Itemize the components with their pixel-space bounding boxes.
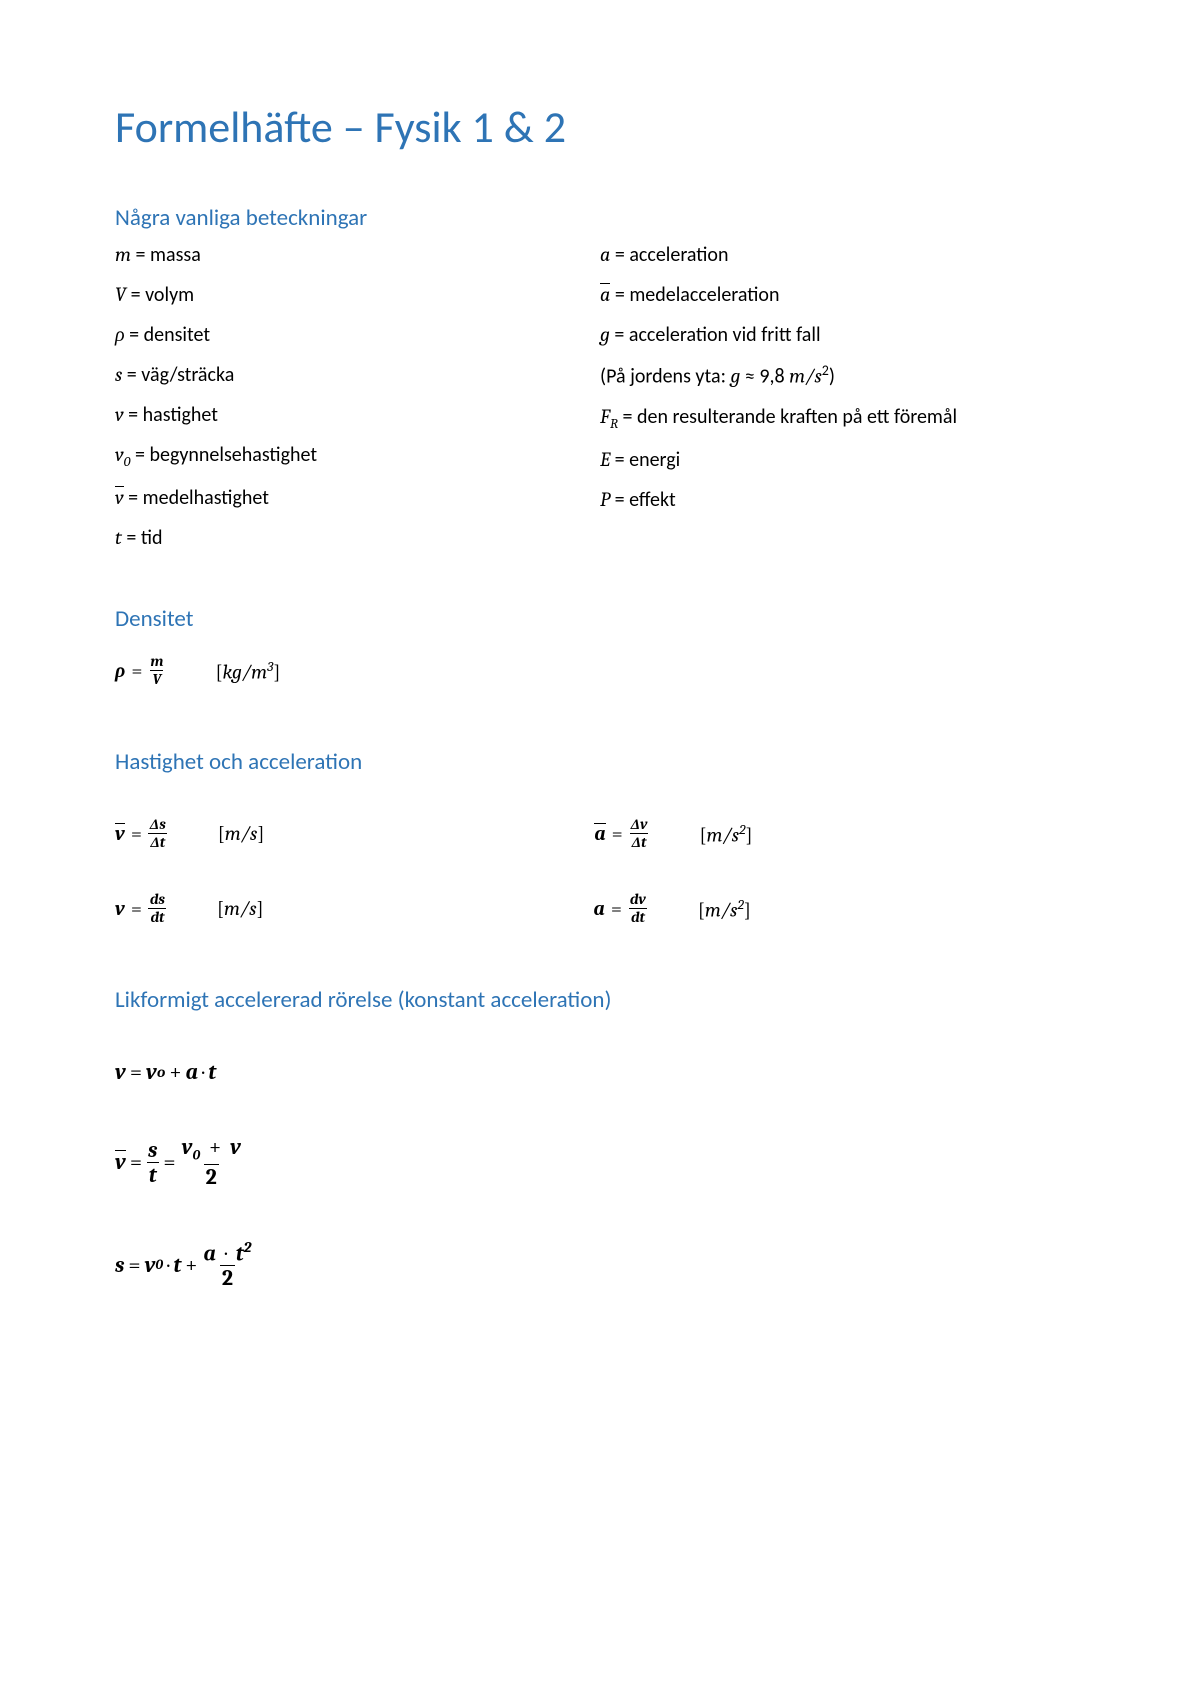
uniform-f1: v = vo + a · t bbox=[115, 1059, 1085, 1085]
def-m: m = massa bbox=[115, 242, 600, 268]
def-s: s = väg/sträcka bbox=[115, 362, 600, 388]
def-a: a = acceleration bbox=[600, 242, 1085, 268]
def-t: t = tid bbox=[115, 525, 600, 551]
def-FR: FR = den resulterande kraften på ett för… bbox=[600, 404, 1085, 433]
notation-columns: m = massa V = volym ρ = densitet s = väg… bbox=[115, 242, 1085, 565]
def-P: P = effekt bbox=[600, 487, 1085, 513]
section-heading-uniform: Likformigt accelererad rörelse (konstant… bbox=[115, 986, 1085, 1014]
notation-left-column: m = massa V = volym ρ = densitet s = väg… bbox=[115, 242, 600, 565]
def-V: V = volym bbox=[115, 282, 600, 308]
density-formula: ρ= m V [kg/m3] bbox=[115, 653, 1085, 688]
def-g-note: (På jordens yta: g ≈ 9,8 m/s2) bbox=[600, 362, 1085, 390]
def-v: v = hastighet bbox=[115, 402, 600, 428]
density-formula-block: ρ= m V [kg/m3] bbox=[115, 653, 1085, 688]
page: Formelhäfte – Fysik 1 & 2 Några vanliga … bbox=[0, 0, 1200, 1697]
page-title: Formelhäfte – Fysik 1 & 2 bbox=[115, 100, 1085, 154]
def-rho: ρ = densitet bbox=[115, 322, 600, 348]
def-v0: v0 = begynnelsehastighet bbox=[115, 442, 600, 471]
velocity-formula-block: v= Δs Δt [m/s] a= Δv Δt [m/s2] bbox=[115, 816, 1085, 926]
uniform-f3: s = v0 · t + a · t2 2 bbox=[115, 1239, 1085, 1290]
uniform-f2: v = s t = v0 + v 2 bbox=[115, 1135, 1085, 1189]
notation-right-column: a = acceleration a = medelacceleration g… bbox=[600, 242, 1085, 565]
def-abar: a = medelacceleration bbox=[600, 282, 1085, 308]
def-E: E = energi bbox=[600, 447, 1085, 473]
section-heading-density: Densitet bbox=[115, 605, 1085, 633]
velocity-row-2: v= ds dt [m/s] a= dv dt [m/s2] bbox=[115, 891, 1085, 926]
def-g: g = acceleration vid fritt fall bbox=[600, 322, 1085, 348]
uniform-formula-block: v = vo + a · t v = s t = v0 + v 2 s = v0… bbox=[115, 1059, 1085, 1290]
def-vbar: v = medelhastighet bbox=[115, 485, 600, 511]
section-heading-notation: Några vanliga beteckningar bbox=[115, 204, 1085, 232]
section-heading-velocity: Hastighet och acceleration bbox=[115, 748, 1085, 776]
velocity-row-1: v= Δs Δt [m/s] a= Δv Δt [m/s2] bbox=[115, 816, 1085, 851]
